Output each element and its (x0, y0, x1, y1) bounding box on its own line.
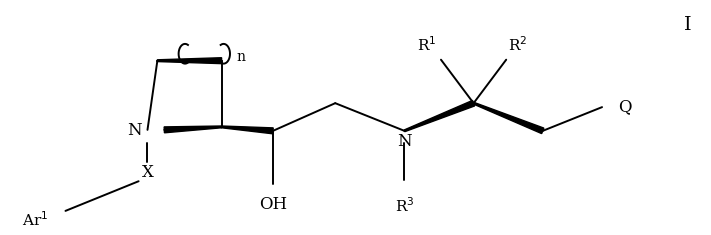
Polygon shape (474, 102, 544, 133)
Text: Q: Q (618, 99, 631, 116)
Polygon shape (157, 58, 222, 64)
Polygon shape (404, 100, 475, 132)
Text: N: N (397, 133, 412, 150)
Text: X: X (141, 164, 154, 181)
Text: I: I (684, 16, 692, 34)
Polygon shape (222, 126, 273, 134)
Text: Ar$^1$: Ar$^1$ (22, 210, 48, 229)
Text: R$^1$: R$^1$ (417, 35, 436, 54)
Text: R$^2$: R$^2$ (508, 35, 528, 54)
Text: N: N (127, 122, 142, 139)
Text: OH: OH (259, 196, 287, 213)
Text: n: n (237, 50, 245, 64)
Text: R$^3$: R$^3$ (395, 196, 415, 215)
Polygon shape (164, 126, 222, 133)
